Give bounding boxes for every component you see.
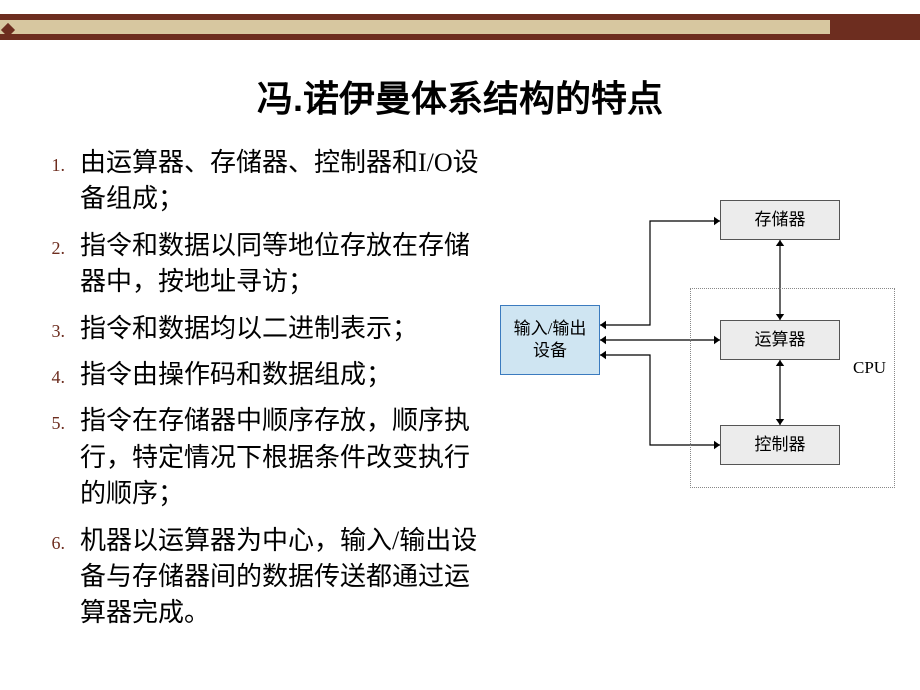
feature-item-number: 3.: [25, 321, 80, 342]
feature-item: 2.指令和数据以同等地位存放在存储器中，按地址寻访；: [25, 228, 485, 301]
feature-item-text: 指令和数据均以二进制表示；: [80, 311, 485, 347]
cpu-label: CPU: [853, 358, 886, 378]
diagram-node-ctrl: 控制器: [720, 425, 840, 465]
feature-item-text: 指令和数据以同等地位存放在存储器中，按地址寻访；: [80, 228, 485, 301]
feature-item-number: 6.: [25, 533, 80, 554]
feature-item: 5.指令在存储器中顺序存放，顺序执行，特定情况下根据条件改变执行的顺序；: [25, 403, 485, 512]
header-bar-tan: [0, 20, 830, 34]
page-title: 冯.诺伊曼体系结构的特点: [0, 70, 920, 122]
feature-item-number: 5.: [25, 413, 80, 434]
von-neumann-diagram: CPU 输入/输出 设备 存储器运算器控制器: [500, 200, 905, 490]
diagram-node-alu: 运算器: [720, 320, 840, 360]
header-bar: [0, 14, 920, 40]
feature-item: 1.由运算器、存储器、控制器和I/O设备组成；: [25, 145, 485, 218]
feature-list: 1.由运算器、存储器、控制器和I/O设备组成；2.指令和数据以同等地位存放在存储…: [25, 145, 485, 642]
feature-item-text: 指令在存储器中顺序存放，顺序执行，特定情况下根据条件改变执行的顺序；: [80, 403, 485, 512]
feature-item: 6.机器以运算器为中心，输入/输出设备与存储器间的数据传送都通过运算器完成。: [25, 523, 485, 632]
feature-item-number: 1.: [25, 155, 80, 176]
diagram-node-io: 输入/输出 设备: [500, 305, 600, 375]
feature-item-text: 由运算器、存储器、控制器和I/O设备组成；: [80, 145, 485, 218]
feature-item-text: 机器以运算器为中心，输入/输出设备与存储器间的数据传送都通过运算器完成。: [80, 523, 485, 632]
feature-item-text: 指令由操作码和数据组成；: [80, 357, 485, 393]
feature-item: 3.指令和数据均以二进制表示；: [25, 311, 485, 347]
feature-item: 4.指令由操作码和数据组成；: [25, 357, 485, 393]
diagram-node-mem: 存储器: [720, 200, 840, 240]
feature-item-number: 4.: [25, 367, 80, 388]
feature-item-number: 2.: [25, 238, 80, 259]
